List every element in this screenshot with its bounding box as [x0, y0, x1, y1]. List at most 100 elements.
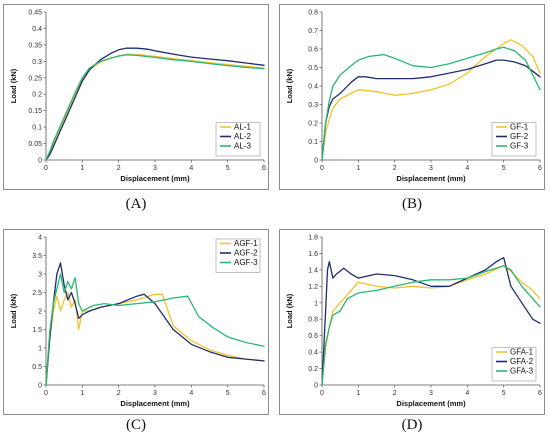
y-tick-label: 0.2 [308, 121, 318, 128]
chart-svg: 0 1 2 3 4 5 6 0 0.5 1 1.5 2 2.5 3 3.5 4 Displacement (mm… [9, 235, 266, 409]
legend-label: GF-3 [510, 142, 529, 151]
legend-box [215, 238, 261, 273]
y-tick-label: 0.4 [308, 350, 318, 357]
y-tick-label: 0.35 [28, 42, 42, 49]
x-tick-label: 3 [429, 390, 433, 397]
x-tick-label: 6 [538, 390, 542, 397]
legend-box [491, 347, 537, 382]
x-tick-label: 1 [356, 165, 360, 172]
x-tick-label: 5 [502, 165, 506, 172]
x-tick-label: 6 [262, 165, 266, 172]
chart-panel-d: 0 1 2 3 4 5 6 0 0.2 0.4 0.6 0.8 1 1.2 1.4 1.6 1.8 Displac… [279, 229, 545, 415]
x-tick-label: 5 [226, 165, 230, 172]
y-tick-label: 0 [38, 383, 42, 390]
legend: GF-1GF-2GF-3 [491, 122, 537, 157]
legend-label: GF-1 [510, 123, 529, 132]
chart-svg: 0 1 2 3 4 5 6 0 0.2 0.4 0.6 0.8 1 1.2 1.4 1.6 1.8 Displac… [285, 235, 542, 409]
x-tick-label: 2 [117, 165, 121, 172]
x-tick-label: 3 [153, 390, 157, 397]
y-tick-label: 0.05 [28, 141, 42, 148]
y-tick-label: 0.6 [308, 333, 318, 340]
caption-a: (A) [125, 196, 147, 212]
series-line-gfa-3 [321, 265, 541, 386]
y-tick-label: 1.6 [308, 251, 318, 258]
x-axis-label: Displacement (mm) [120, 399, 190, 408]
y-tick-label: 1.4 [308, 267, 318, 274]
x-tick-label: 4 [465, 390, 469, 397]
y-tick-label: 0.7 [308, 28, 318, 35]
series-line-agf-3 [45, 273, 265, 386]
y-tick-label: 4 [38, 235, 42, 242]
y-axis-label: Load (kN) [285, 293, 294, 328]
y-tick-label: 0.1 [32, 125, 42, 132]
x-tick-label: 2 [393, 390, 397, 397]
x-tick-label: 4 [189, 390, 193, 397]
y-tick-label: 0.5 [32, 364, 42, 371]
x-tick-label: 5 [502, 390, 506, 397]
chart-panel-a: 0 1 2 3 4 5 6 0 0.05 0.1 0.15 0.2 0.25 0.3 0.35 0.4 0.45… [3, 4, 269, 190]
y-tick-label: 3 [38, 272, 42, 279]
x-tick-label: 4 [189, 165, 193, 172]
y-tick-label: 2.5 [32, 290, 42, 297]
y-tick-label: 0.25 [28, 75, 42, 82]
y-axis-label: Load (kN) [9, 293, 18, 328]
x-tick-label: 2 [117, 390, 121, 397]
y-tick-label: 0 [38, 158, 42, 165]
series-line-gfa-1 [321, 265, 541, 386]
y-tick-label: 0 [314, 158, 318, 165]
y-tick-label: 0.3 [308, 102, 318, 109]
legend-box [215, 122, 261, 157]
x-tick-label: 1 [80, 390, 84, 397]
y-tick-label: 0.15 [28, 108, 42, 115]
legend-box [491, 122, 537, 157]
legend-label: AL-1 [234, 123, 251, 132]
y-tick-label: 1.8 [308, 235, 318, 242]
x-tick-label: 2 [393, 165, 397, 172]
legend-label: AGF-1 [234, 239, 258, 248]
y-tick-label: 0.2 [32, 92, 42, 99]
y-tick-label: 0 [314, 383, 318, 390]
x-tick-label: 1 [356, 390, 360, 397]
y-axis-label: Load (kN) [285, 68, 294, 103]
y-tick-label: 0.1 [308, 139, 318, 146]
x-tick-label: 6 [262, 390, 266, 397]
chart-svg: 0 1 2 3 4 5 6 0 0.1 0.2 0.3 0.4 0.5 0.6 0.7 0.8 Displace… [285, 10, 542, 184]
x-tick-label: 4 [465, 165, 469, 172]
series-line-gf-3 [321, 46, 541, 161]
x-tick-label: 0 [44, 390, 48, 397]
y-tick-label: 1.2 [308, 284, 318, 291]
legend-label: AGF-3 [234, 258, 258, 267]
chart-panel-c: 0 1 2 3 4 5 6 0 0.5 1 1.5 2 2.5 3 3.5 4 Displacement (mm… [3, 229, 269, 415]
y-tick-label: 2 [38, 309, 42, 316]
y-tick-label: 0.5 [308, 65, 318, 72]
x-tick-label: 0 [320, 390, 324, 397]
x-tick-label: 0 [320, 165, 324, 172]
y-tick-label: 1 [38, 346, 42, 353]
chart-svg: 0 1 2 3 4 5 6 0 0.05 0.1 0.15 0.2 0.25 0.3 0.35 0.4 0.45… [9, 10, 266, 184]
series-line-al-2 [45, 47, 265, 161]
x-tick-label: 3 [153, 165, 157, 172]
caption-c: (C) [126, 417, 146, 433]
y-tick-label: 0.8 [308, 10, 318, 17]
y-tick-label: 1.5 [32, 327, 42, 334]
x-tick-label: 0 [44, 165, 48, 172]
legend-label: GFA-2 [510, 357, 534, 366]
x-tick-label: 6 [538, 165, 542, 172]
series-line-gfa-2 [321, 256, 541, 386]
y-tick-label: 3.5 [32, 253, 42, 260]
y-tick-label: 0.8 [308, 317, 318, 324]
legend-label: AGF-2 [234, 249, 258, 258]
series-line-gf-1 [321, 39, 541, 161]
legend-label: AL-3 [234, 142, 251, 151]
chart-panel-b: 0 1 2 3 4 5 6 0 0.1 0.2 0.3 0.4 0.5 0.6 0.7 0.8 Displace… [279, 4, 545, 190]
series-line-gf-2 [321, 59, 541, 161]
series-line-agf-2 [45, 262, 265, 386]
y-tick-label: 0.3 [32, 59, 42, 66]
x-axis-label: Displacement (mm) [396, 399, 466, 408]
x-tick-label: 5 [226, 390, 230, 397]
legend-label: GFA-3 [510, 367, 534, 376]
y-tick-label: 0.45 [28, 10, 42, 17]
